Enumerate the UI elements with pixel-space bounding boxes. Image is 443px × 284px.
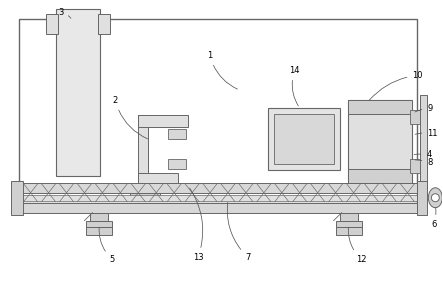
- Bar: [98, 14, 110, 34]
- Bar: [168, 129, 186, 139]
- Bar: [417, 181, 427, 215]
- Bar: [340, 213, 358, 221]
- Bar: [336, 227, 361, 235]
- Bar: [19, 19, 417, 203]
- Text: 12: 12: [348, 227, 367, 264]
- Bar: [168, 159, 186, 169]
- Ellipse shape: [428, 188, 442, 208]
- Bar: [348, 100, 412, 183]
- Bar: [19, 183, 417, 193]
- Text: 4: 4: [414, 151, 431, 159]
- Text: 6: 6: [431, 207, 437, 229]
- Bar: [138, 115, 188, 127]
- Bar: [130, 185, 160, 197]
- Bar: [55, 9, 101, 176]
- Bar: [138, 173, 178, 185]
- Text: 5: 5: [99, 227, 115, 264]
- Bar: [86, 227, 113, 235]
- Bar: [348, 100, 412, 114]
- Bar: [274, 114, 334, 164]
- Text: 8: 8: [415, 158, 433, 167]
- Text: 13: 13: [190, 188, 203, 262]
- Bar: [46, 14, 58, 34]
- Bar: [11, 181, 23, 215]
- Bar: [19, 203, 417, 213]
- Bar: [268, 108, 340, 170]
- Text: 11: 11: [415, 129, 438, 137]
- Bar: [86, 221, 113, 227]
- Bar: [348, 169, 412, 183]
- Text: 3: 3: [58, 8, 71, 18]
- Circle shape: [431, 194, 439, 202]
- Text: 2: 2: [113, 96, 148, 139]
- Bar: [138, 115, 148, 185]
- Text: 14: 14: [290, 66, 300, 106]
- Text: 7: 7: [227, 202, 251, 262]
- Bar: [19, 195, 417, 201]
- Bar: [336, 221, 361, 227]
- Bar: [90, 213, 109, 221]
- Text: 10: 10: [369, 71, 423, 100]
- Text: 9: 9: [415, 104, 433, 113]
- Text: 1: 1: [207, 51, 237, 89]
- Bar: [410, 159, 422, 173]
- Bar: [420, 95, 427, 188]
- Bar: [410, 110, 422, 124]
